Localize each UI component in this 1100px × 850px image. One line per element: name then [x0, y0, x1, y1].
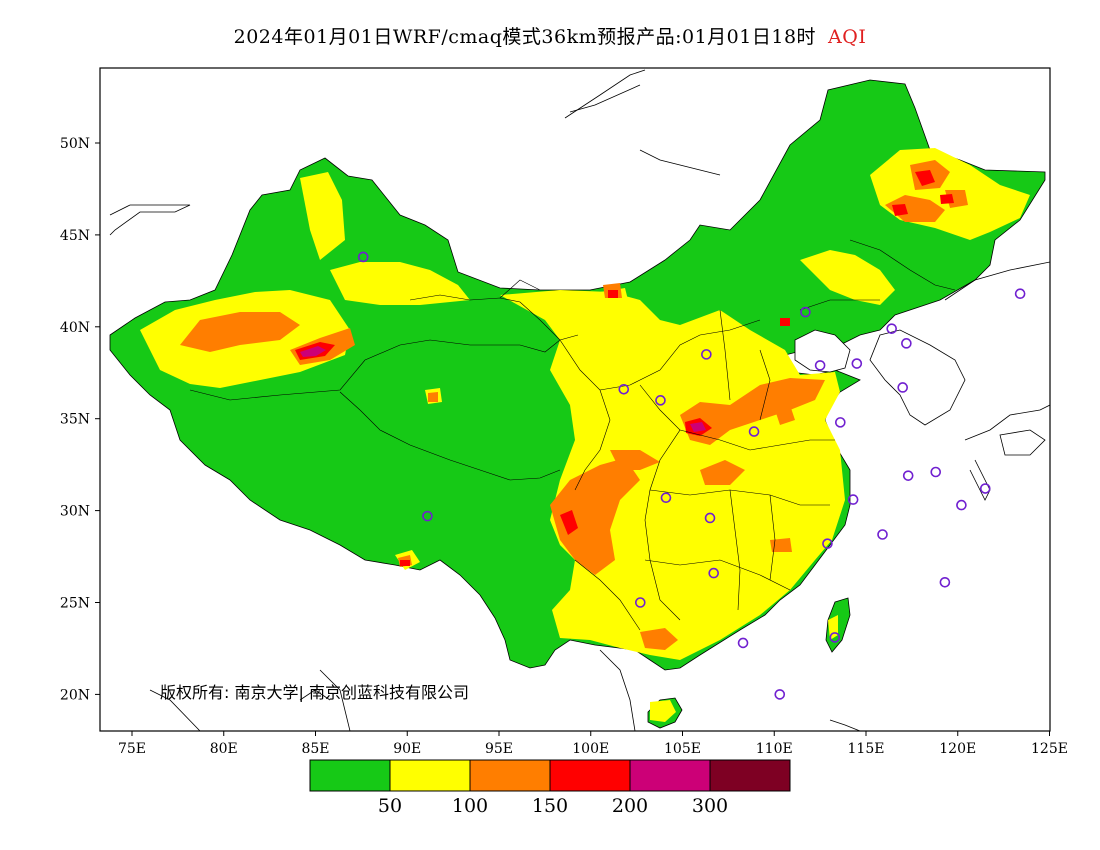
lon-tick-label: 75E	[118, 741, 146, 757]
map-frame	[99, 67, 1051, 732]
station-circle	[822, 538, 833, 549]
station-circle	[655, 395, 666, 406]
station-circle	[618, 383, 630, 395]
neighbor-coastlines	[109, 69, 1050, 731]
lat-tick-label: 40N	[60, 320, 90, 336]
lon-tick-label: 95E	[485, 741, 513, 757]
station-circle	[814, 360, 826, 371]
legend-label: 150	[532, 795, 568, 817]
lon-tick-label: 105E	[664, 741, 701, 757]
legend-swatch	[469, 759, 551, 792]
station-circle	[422, 510, 433, 522]
station-circle	[956, 499, 967, 511]
lon-tick-label: 110E	[756, 741, 793, 757]
station-circle	[851, 358, 863, 369]
lon-tick-label: 125E	[1031, 741, 1068, 757]
station-circle	[901, 338, 912, 349]
aqi-purple-zones	[300, 346, 706, 432]
map-layers	[109, 69, 1083, 731]
bohai-sea	[794, 329, 851, 373]
station-circle	[979, 483, 991, 494]
lon-tick-label: 80E	[210, 741, 238, 757]
title-text: 2024年01月01日WRF/cmaq模式36km预报产品:01月01日18时	[233, 26, 817, 48]
legend-label: 200	[612, 795, 648, 817]
legend-label: 100	[452, 795, 488, 817]
copyright-text: 版权所有: 南京大学| 南京创蓝科技有限公司	[160, 683, 469, 702]
province-boundaries	[189, 239, 956, 631]
station-circle	[847, 494, 859, 505]
station-circle	[930, 466, 942, 478]
lat-tick-label: 20N	[60, 687, 90, 703]
station-circle	[877, 529, 888, 540]
station-circle	[1049, 253, 1050, 257]
station-circle	[357, 251, 369, 263]
lon-tick-label: 115E	[848, 741, 885, 757]
station-circle	[835, 417, 846, 428]
map-title: 2024年01月01日WRF/cmaq模式36km预报产品:01月01日18时 A…	[0, 22, 1100, 49]
station-circle	[897, 382, 909, 393]
aqi-legend: 50 100 150 200 300	[309, 759, 791, 817]
station-markers	[357, 216, 1083, 700]
lon-tick-label: 90E	[393, 741, 421, 757]
station-circle	[1074, 216, 1083, 225]
station-circle	[748, 426, 760, 437]
legend-swatch	[629, 759, 711, 792]
title-variable: AQI	[828, 26, 867, 48]
station-circle	[660, 492, 672, 504]
latitude-axis: 50N 45N 40N 35N 30N 25N 20N	[60, 136, 100, 703]
longitude-axis: 75E80E85E90E95E100E105E110E115E120E125E1…	[118, 731, 1068, 757]
station-circle	[1014, 288, 1026, 300]
lat-tick-label: 35N	[60, 412, 90, 428]
legend-swatch	[709, 759, 791, 792]
station-circle	[701, 349, 712, 360]
station-circle	[939, 576, 951, 588]
lon-tick-label: 120E	[939, 741, 976, 757]
legend-swatch	[309, 759, 391, 792]
station-circle	[800, 306, 811, 318]
station-circle	[708, 567, 719, 579]
legend-label: 50	[378, 795, 402, 817]
station-circle	[634, 597, 646, 608]
station-circle	[829, 632, 841, 643]
station-circle	[737, 637, 749, 649]
lon-tick-label: 100E	[572, 741, 609, 757]
legend-label: 300	[692, 795, 728, 817]
station-circle	[774, 689, 786, 700]
station-circle	[704, 512, 716, 524]
lat-tick-label: 50N	[60, 136, 90, 152]
lat-tick-label: 45N	[60, 228, 90, 244]
lat-tick-label: 30N	[60, 504, 90, 520]
station-circle	[886, 323, 897, 334]
legend-swatch	[549, 759, 631, 792]
lat-tick-label: 25N	[60, 596, 90, 612]
lon-tick-label: 85E	[301, 741, 329, 757]
station-circle	[902, 470, 914, 481]
legend-swatch	[389, 759, 471, 792]
